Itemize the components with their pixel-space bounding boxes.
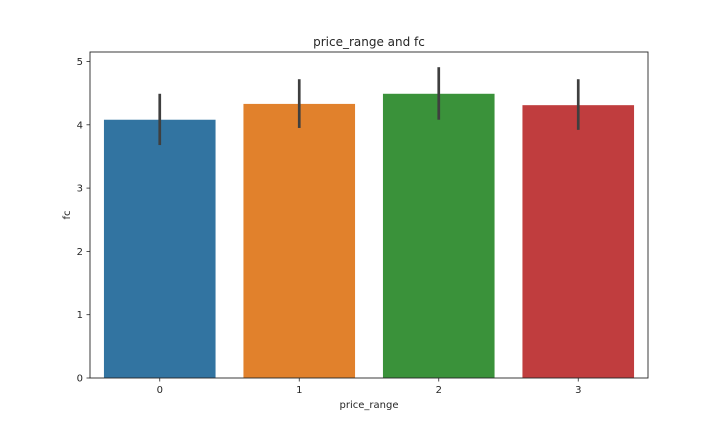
x-tick-label: 2 bbox=[436, 385, 442, 396]
x-axis: 0 1 2 3 bbox=[157, 378, 581, 396]
bar-3 bbox=[522, 105, 635, 378]
chart-title: price_range and fc bbox=[313, 35, 425, 49]
bar-0 bbox=[103, 119, 216, 378]
y-tick-label: 5 bbox=[77, 57, 83, 68]
x-axis-label: price_range bbox=[340, 400, 399, 411]
x-tick-label: 0 bbox=[157, 385, 163, 396]
bars-group bbox=[103, 93, 635, 379]
y-tick-label: 3 bbox=[77, 184, 83, 195]
y-axis-label: fc bbox=[62, 210, 73, 219]
error-bars-group bbox=[158, 67, 580, 146]
y-tick-label: 1 bbox=[77, 310, 83, 321]
plot-frame bbox=[89, 51, 649, 379]
y-tick-label: 2 bbox=[77, 247, 83, 258]
bar-2 bbox=[382, 93, 495, 379]
y-tick-label: 0 bbox=[77, 374, 83, 385]
x-tick-label: 3 bbox=[575, 385, 581, 396]
y-axis: 0 1 2 3 4 5 bbox=[77, 57, 90, 385]
x-tick-label: 1 bbox=[296, 385, 302, 396]
bar-1 bbox=[243, 103, 356, 378]
y-tick-label: 4 bbox=[77, 120, 83, 131]
